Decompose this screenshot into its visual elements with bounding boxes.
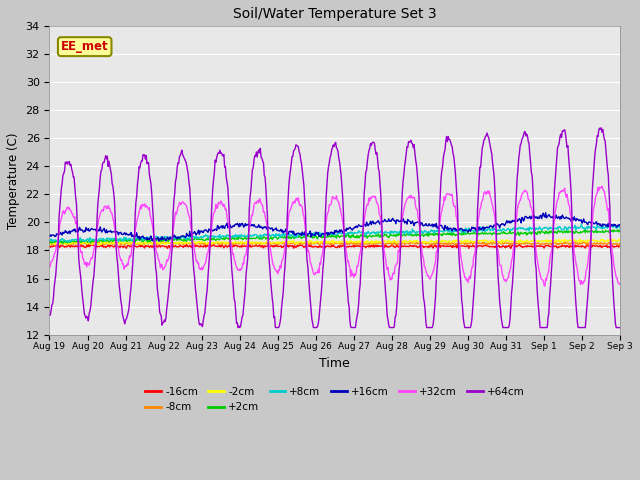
- +16cm: [155, 239, 163, 244]
- -8cm: [158, 239, 166, 244]
- +32cm: [326, 202, 334, 208]
- +8cm: [439, 229, 447, 235]
- +64cm: [195, 322, 203, 327]
- +2cm: [616, 227, 624, 233]
- +8cm: [55, 240, 63, 245]
- +64cm: [327, 152, 335, 158]
- +16cm: [327, 229, 335, 235]
- +64cm: [171, 191, 179, 196]
- +32cm: [45, 264, 53, 270]
- -8cm: [616, 240, 624, 246]
- +2cm: [565, 228, 573, 234]
- Line: -8cm: -8cm: [49, 241, 620, 245]
- +8cm: [616, 226, 624, 231]
- -16cm: [196, 244, 204, 250]
- -8cm: [172, 240, 179, 246]
- -16cm: [327, 244, 335, 250]
- Line: +16cm: +16cm: [49, 213, 620, 241]
- +2cm: [439, 232, 447, 238]
- Text: EE_met: EE_met: [61, 40, 109, 53]
- +64cm: [616, 324, 624, 330]
- -8cm: [357, 242, 365, 248]
- Title: Soil/Water Temperature Set 3: Soil/Water Temperature Set 3: [233, 7, 436, 21]
- Line: +2cm: +2cm: [49, 230, 620, 243]
- +2cm: [196, 237, 204, 242]
- +64cm: [234, 324, 242, 330]
- +2cm: [172, 237, 179, 242]
- +2cm: [383, 232, 390, 238]
- -16cm: [566, 244, 573, 250]
- +32cm: [541, 283, 548, 289]
- +16cm: [542, 210, 550, 216]
- +16cm: [439, 225, 447, 231]
- Y-axis label: Temperature (C): Temperature (C): [7, 132, 20, 228]
- +64cm: [597, 125, 605, 131]
- +64cm: [45, 312, 53, 318]
- +32cm: [195, 266, 203, 272]
- +32cm: [171, 215, 179, 221]
- +2cm: [580, 227, 588, 233]
- -2cm: [438, 239, 445, 245]
- -2cm: [45, 242, 53, 248]
- Legend: -16cm, -8cm, -2cm, +2cm, +8cm, +16cm, +32cm, +64cm: -16cm, -8cm, -2cm, +2cm, +8cm, +16cm, +3…: [141, 383, 529, 417]
- +32cm: [598, 183, 606, 189]
- -16cm: [45, 243, 53, 249]
- +2cm: [45, 240, 53, 246]
- -2cm: [171, 240, 179, 246]
- +32cm: [438, 208, 445, 214]
- +32cm: [565, 202, 573, 207]
- +8cm: [565, 224, 573, 230]
- +64cm: [439, 163, 447, 168]
- -8cm: [327, 241, 335, 247]
- -8cm: [196, 241, 204, 247]
- +8cm: [383, 230, 390, 236]
- -2cm: [564, 238, 572, 244]
- +16cm: [196, 228, 204, 234]
- +8cm: [45, 239, 53, 244]
- -2cm: [381, 238, 389, 243]
- Line: -16cm: -16cm: [49, 244, 620, 248]
- +32cm: [381, 256, 389, 262]
- +2cm: [59, 240, 67, 246]
- -16cm: [171, 243, 179, 249]
- -2cm: [326, 239, 334, 245]
- Line: +8cm: +8cm: [49, 225, 620, 242]
- -16cm: [183, 241, 191, 247]
- -8cm: [440, 241, 447, 247]
- -16cm: [507, 245, 515, 251]
- +16cm: [45, 234, 53, 240]
- Line: +64cm: +64cm: [49, 128, 620, 327]
- -8cm: [383, 240, 391, 246]
- +64cm: [565, 156, 573, 161]
- +64cm: [383, 299, 390, 304]
- Line: +32cm: +32cm: [49, 186, 620, 286]
- -8cm: [566, 242, 573, 248]
- -8cm: [45, 240, 53, 246]
- +8cm: [172, 236, 179, 242]
- +2cm: [327, 234, 335, 240]
- -16cm: [616, 243, 624, 249]
- +16cm: [172, 233, 179, 239]
- +16cm: [566, 216, 573, 222]
- +32cm: [616, 280, 624, 286]
- X-axis label: Time: Time: [319, 357, 350, 370]
- +8cm: [607, 222, 615, 228]
- -16cm: [439, 242, 447, 248]
- Line: -2cm: -2cm: [49, 239, 620, 245]
- +16cm: [616, 223, 624, 228]
- +16cm: [383, 219, 390, 225]
- -2cm: [195, 239, 203, 244]
- -2cm: [607, 236, 614, 242]
- +8cm: [196, 235, 204, 240]
- -2cm: [616, 237, 624, 243]
- -16cm: [383, 242, 390, 248]
- +8cm: [327, 231, 335, 237]
